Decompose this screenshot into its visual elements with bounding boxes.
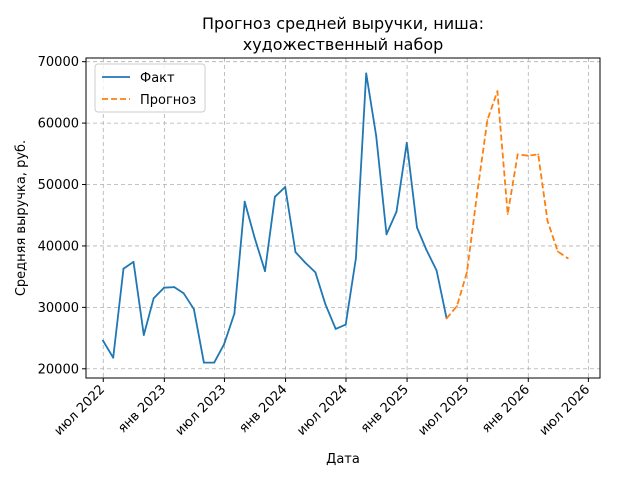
y-tick-label: 50000: [38, 178, 79, 193]
data-point: [435, 269, 438, 272]
y-axis-label: Средняя выручка, руб.: [14, 140, 29, 296]
data-point: [566, 257, 569, 260]
data-point: [506, 213, 509, 215]
y-tick-label: 60000: [38, 117, 79, 132]
data-point: [456, 305, 458, 307]
data-point: [203, 361, 205, 364]
y-tick-label: 70000: [38, 55, 79, 70]
y-tick-label: 20000: [38, 362, 79, 377]
data-point: [152, 297, 155, 300]
data-point: [395, 210, 398, 213]
data-point: [556, 250, 559, 253]
y-axis: 20000 30000 40000 50000 60000 70000: [38, 55, 86, 377]
x-axis-label: Дата: [326, 452, 360, 467]
data-point: [193, 308, 195, 311]
y-tick-label: 40000: [38, 239, 79, 254]
data-point: [425, 248, 428, 251]
data-point: [294, 251, 297, 254]
data-point: [132, 261, 135, 263]
data-point: [102, 339, 104, 342]
data-point: [284, 186, 287, 188]
data-point: [314, 271, 317, 274]
data-point: [385, 233, 388, 236]
data-point: [253, 237, 256, 239]
data-point: [405, 141, 408, 144]
data-point: [476, 192, 478, 195]
data-point: [334, 328, 337, 330]
data-point: [466, 271, 468, 274]
data-point: [496, 90, 499, 93]
plot-area-frame: [85, 57, 601, 379]
data-point: [122, 267, 125, 270]
data-point: [375, 135, 378, 137]
data-point: [112, 356, 115, 359]
data-point: [264, 270, 266, 272]
chart-title-line-2: художественный набор: [243, 35, 444, 54]
data-point: [213, 361, 216, 364]
data-point: [233, 312, 236, 315]
data-point: [243, 200, 246, 203]
data-point: [365, 72, 368, 75]
y-tick-label: 30000: [38, 301, 79, 316]
data-point: [344, 323, 347, 326]
legend-label-forecast: Прогноз: [140, 93, 196, 108]
data-point: [445, 317, 448, 320]
data-point: [223, 343, 226, 346]
data-point: [546, 219, 549, 222]
data-point: [304, 261, 306, 264]
data-point: [274, 195, 276, 198]
data-point: [486, 119, 489, 121]
data-point: [355, 257, 357, 260]
legend-label-fact: Факт: [140, 71, 175, 86]
data-point: [163, 286, 165, 289]
data-point: [537, 153, 540, 156]
data-point: [182, 292, 185, 295]
data-point: [527, 154, 529, 157]
chart-title-line-1: Прогноз средней выручки, ниша:: [202, 14, 484, 33]
legend-box: [94, 63, 206, 113]
series-lines: [102, 72, 569, 364]
data-point: [516, 153, 519, 156]
data-point: [142, 334, 145, 336]
data-point: [324, 303, 327, 306]
data-point: [416, 226, 418, 229]
legend: Факт Прогноз: [94, 63, 206, 113]
data-point: [173, 286, 176, 288]
